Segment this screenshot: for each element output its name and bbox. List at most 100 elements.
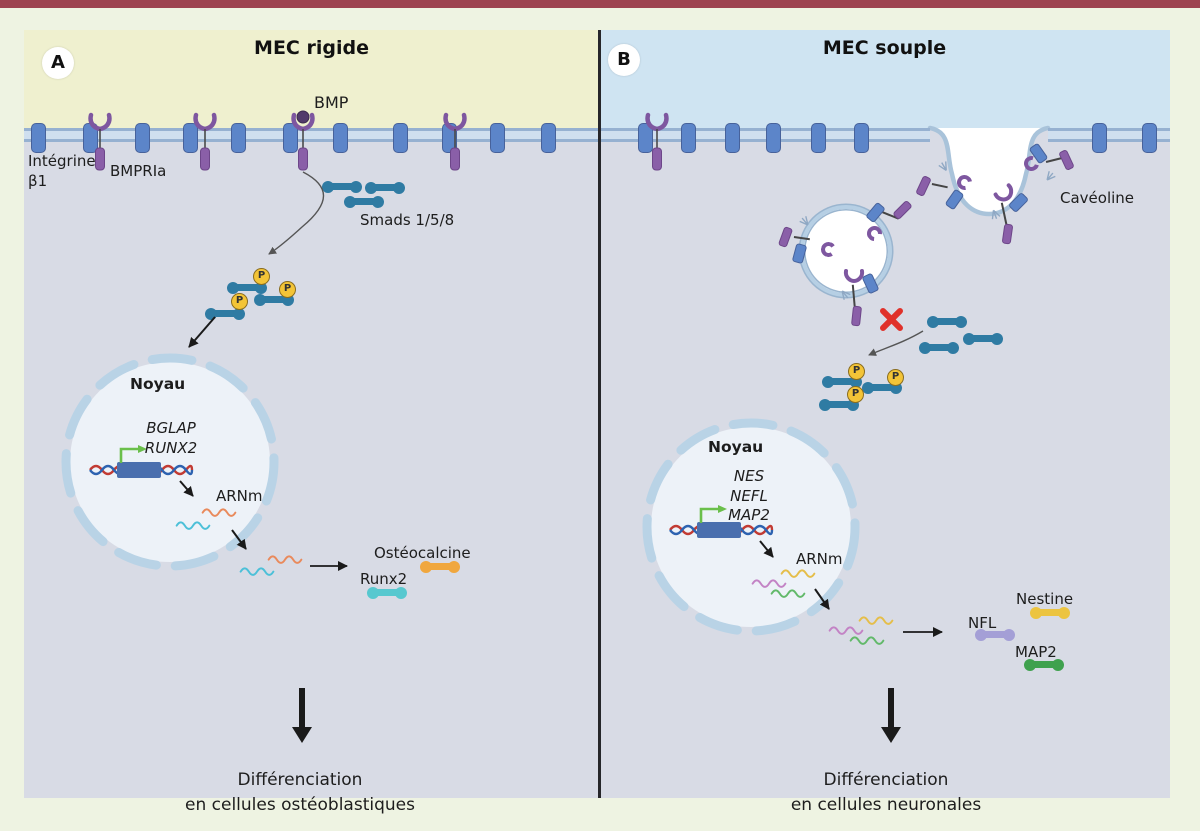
smads-label: Smads 1/5/8 bbox=[360, 211, 455, 229]
mrna-squiggle-icon bbox=[239, 567, 275, 576]
bmpr-receptor-head-icon bbox=[843, 269, 865, 284]
integrin-label-line1: Intégrine bbox=[28, 152, 96, 170]
gene-coding-box-icon bbox=[117, 462, 161, 478]
ecm-soft-region bbox=[599, 30, 1170, 130]
bmpria-fragment-icon bbox=[777, 226, 794, 248]
promoter-arrow-icon bbox=[119, 445, 147, 463]
phosphate-badge: P bbox=[887, 369, 904, 386]
top-accent-bar bbox=[0, 0, 1200, 8]
bmpria-receptor-icon bbox=[88, 112, 112, 171]
map2-label: MAP2 bbox=[1015, 643, 1057, 661]
nuclear-envelope-icon bbox=[642, 418, 860, 636]
smad-icon bbox=[919, 341, 959, 354]
smad-icon bbox=[344, 195, 384, 208]
mrna-label-b: ARNm bbox=[796, 550, 843, 568]
phospho-smad-icon bbox=[227, 281, 267, 294]
gene-runx2: RUNX2 bbox=[144, 438, 198, 457]
integrin-icon bbox=[1092, 123, 1107, 153]
mrna-label-a: ARNm bbox=[216, 487, 263, 505]
integrin-icon bbox=[1142, 123, 1157, 153]
gene-list-b: NES NEFL MAP2 bbox=[704, 467, 794, 526]
gene-nes: NES bbox=[733, 467, 765, 485]
integrin-icon bbox=[541, 123, 556, 153]
mrna-squiggle-icon bbox=[267, 555, 303, 564]
mrna-squiggle-icon bbox=[828, 626, 864, 635]
plasma-membrane-b-right bbox=[1048, 128, 1170, 142]
gene-bglap: BGLAP bbox=[146, 419, 196, 437]
differentiation-arrow-a bbox=[299, 688, 305, 728]
bmpria-receptor-icon bbox=[193, 112, 217, 171]
integrin-icon bbox=[183, 123, 198, 153]
nuclear-envelope-icon bbox=[61, 353, 279, 571]
phosphate-badge: P bbox=[231, 293, 248, 310]
phosphate-badge: P bbox=[279, 281, 296, 298]
bmpria-receptor-bmp-bound-icon bbox=[291, 110, 315, 171]
differentiation-arrowhead-b bbox=[881, 727, 901, 743]
gene-coding-box-icon bbox=[697, 522, 741, 538]
phosphate-badge: P bbox=[847, 386, 864, 403]
integrin-icon bbox=[854, 123, 869, 153]
nfl-protein-icon bbox=[975, 628, 1015, 641]
integrin-icon bbox=[333, 123, 348, 153]
integrin-icon bbox=[231, 123, 246, 153]
smad-icon bbox=[963, 332, 1003, 345]
panel-a-badge: A bbox=[42, 47, 74, 79]
bmpria-receptor-icon bbox=[645, 112, 669, 171]
smad-icon bbox=[322, 180, 362, 193]
caveolin-tuft-icon bbox=[991, 209, 1001, 220]
outcome-a: Différenciation en cellules ostéoblastiq… bbox=[150, 768, 450, 818]
blocked-smad-curve-arrow bbox=[868, 330, 924, 356]
smad-icon bbox=[927, 315, 967, 328]
panel-b-badge: B bbox=[608, 44, 640, 76]
nucleus-label-a: Noyau bbox=[130, 375, 186, 393]
integrin-icon bbox=[766, 123, 781, 153]
panel-divider bbox=[598, 30, 601, 798]
caveolin-tuft-icon bbox=[1046, 171, 1056, 181]
mrna-squiggle-icon bbox=[849, 636, 885, 645]
integrin-icon bbox=[283, 123, 298, 153]
integrin-icon bbox=[393, 123, 408, 153]
integrin-icon bbox=[725, 123, 740, 153]
blocked-x-icon bbox=[880, 308, 903, 331]
nfl-label: NFL bbox=[968, 614, 997, 632]
mrna-squiggle-icon bbox=[780, 569, 816, 578]
integrin-icon bbox=[638, 123, 653, 153]
integrin-label-line2: β1 bbox=[28, 172, 48, 190]
bmpria-label: BMPRIa bbox=[110, 162, 167, 180]
panel-a-title: MEC rigide bbox=[254, 37, 369, 59]
bmpria-fragment-icon bbox=[850, 305, 863, 327]
integrin-icon bbox=[490, 123, 505, 153]
outcome-b: Différenciation en cellules neuronales bbox=[736, 768, 1036, 818]
outcome-a-line2: en cellules ostéoblastiques bbox=[185, 795, 415, 815]
gene-map2: MAP2 bbox=[728, 506, 770, 524]
nestine-label: Nestine bbox=[1016, 590, 1074, 608]
runx2-protein-icon bbox=[367, 586, 407, 599]
mrna-squiggle-icon bbox=[770, 589, 806, 598]
nestine-protein-icon bbox=[1030, 606, 1070, 619]
smad-icon bbox=[365, 181, 405, 194]
promoter-arrow-icon bbox=[699, 505, 727, 523]
bmpria-fragment-icon bbox=[892, 199, 913, 221]
gene-list-a: BGLAP RUNX2 bbox=[126, 419, 216, 458]
caveoline-label: Cavéoline bbox=[1060, 189, 1135, 207]
differentiation-arrow-b bbox=[888, 688, 894, 728]
integrin-icon bbox=[31, 123, 46, 153]
caveolin-tuft-icon bbox=[938, 161, 947, 171]
outcome-a-line1: Différenciation bbox=[237, 770, 363, 790]
nucleus-label-b: Noyau bbox=[708, 438, 764, 456]
integrin-icon bbox=[135, 123, 150, 153]
osteocalcine-label: Ostéocalcine bbox=[374, 544, 471, 562]
gene-nefl: NEFL bbox=[730, 486, 768, 505]
mrna-squiggle-icon bbox=[201, 508, 237, 517]
caveolin-tuft-icon bbox=[799, 216, 809, 226]
bmp-ligand-icon bbox=[296, 110, 310, 124]
outcome-b-line2: en cellules neuronales bbox=[790, 795, 982, 815]
phosphate-badge: P bbox=[253, 268, 270, 285]
receptor-to-smad-curve-arrow bbox=[268, 171, 325, 255]
phospho-smad-icon bbox=[205, 307, 245, 320]
mrna-squiggle-icon bbox=[175, 521, 211, 530]
differentiation-arrowhead-a bbox=[292, 727, 312, 743]
figure-canvas: Intégrine β1 BMPRIa BMP Cavéoline Smads … bbox=[24, 30, 1170, 815]
mrna-squiggle-icon bbox=[751, 579, 787, 588]
